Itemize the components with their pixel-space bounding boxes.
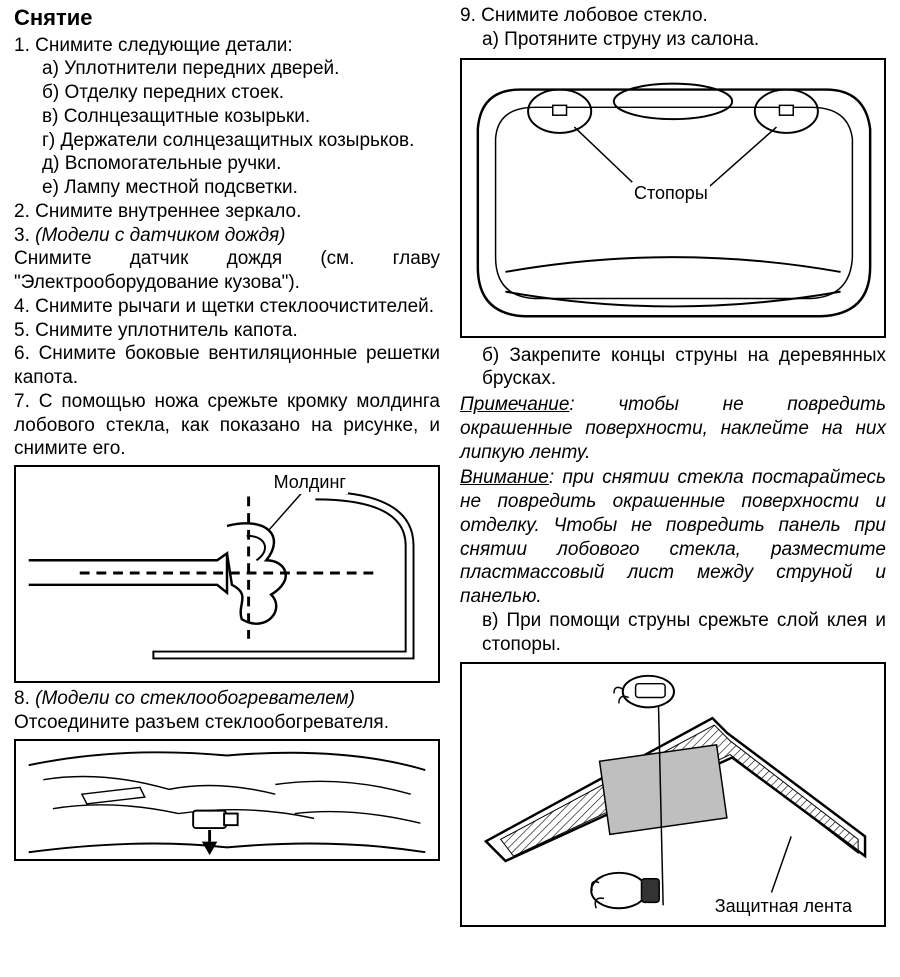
step-8-cond: (Модели со стеклообогревателем) <box>35 688 355 709</box>
note-vnimanie-label: Внимание <box>460 467 549 488</box>
step-4: 4. Снимите рычаги и щетки стеклоочистите… <box>14 295 440 319</box>
step-9c: в) При помощи струны срежьте слой клея и… <box>460 609 886 657</box>
figure-wire-cut-label: Защитная лента <box>713 895 854 918</box>
step-5: 5. Снимите уплотнитель капота. <box>14 319 440 343</box>
molding-svg <box>16 467 438 681</box>
step-6: 6. Снимите боковые вентиляционные решетк… <box>14 342 440 390</box>
figure-stoppers-label: Стопоры <box>632 182 710 205</box>
step-7: 7. С помощью ножа срежьте кромку молдинг… <box>14 390 440 461</box>
step-3: 3. (Модели с датчиком дождя) <box>14 224 440 248</box>
step-3-cond: (Модели с датчиком дождя) <box>35 225 285 246</box>
step-9: 9. Снимите лобовое стекло. <box>460 4 886 28</box>
figure-wire-cut: Защитная лента <box>460 662 886 927</box>
step-8: 8. (Модели со стеклообогревателем) <box>14 687 440 711</box>
figure-stoppers: Стопоры <box>460 58 886 338</box>
right-column: 9. Снимите лобовое стекло. а) Протяните … <box>450 4 892 973</box>
step-1a: а) Уплотнители передних дверей. <box>14 57 440 81</box>
step-1e: д) Вспомогательные ручки. <box>14 152 440 176</box>
note-vnimanie: Внимание: при снятии стекла постарайтесь… <box>460 466 886 609</box>
figure-connector <box>14 739 440 861</box>
step-2: 2. Снимите внутреннее зеркало. <box>14 200 440 224</box>
step-8-body: Отсоедините разъем стеклообогревателя. <box>14 711 440 735</box>
step-3-num: 3. <box>14 225 35 246</box>
step-1f: е) Лампу местной подсветки. <box>14 176 440 200</box>
figure-molding: Молдинг <box>14 465 440 683</box>
heading-removal: Снятие <box>14 4 440 32</box>
step-9a: а) Протяните струну из салона. <box>460 28 886 52</box>
step-1d: г) Держатели солнцезащитных козырьков. <box>14 129 440 153</box>
step-3-body: Снимите датчик дождя (см. главу "Электро… <box>14 247 440 295</box>
note-primechanie: Примечание: чтобы не повредить окрашенны… <box>460 393 886 464</box>
step-1c: в) Солнцезащитные козырьки. <box>14 105 440 129</box>
step-1: 1. Снимите следующие детали: <box>14 34 440 58</box>
note-primechanie-label: Примечание <box>460 394 569 415</box>
step-1b: б) Отделку передних стоек. <box>14 81 440 105</box>
connector-svg <box>16 741 438 859</box>
left-column: Снятие 1. Снимите следующие детали: а) У… <box>8 4 450 973</box>
wire-cut-svg <box>462 664 884 925</box>
step-9b: б) Закрепите концы струны на деревянных … <box>460 344 886 392</box>
figure-molding-label: Молдинг <box>272 471 348 494</box>
step-8-num: 8. <box>14 688 35 709</box>
